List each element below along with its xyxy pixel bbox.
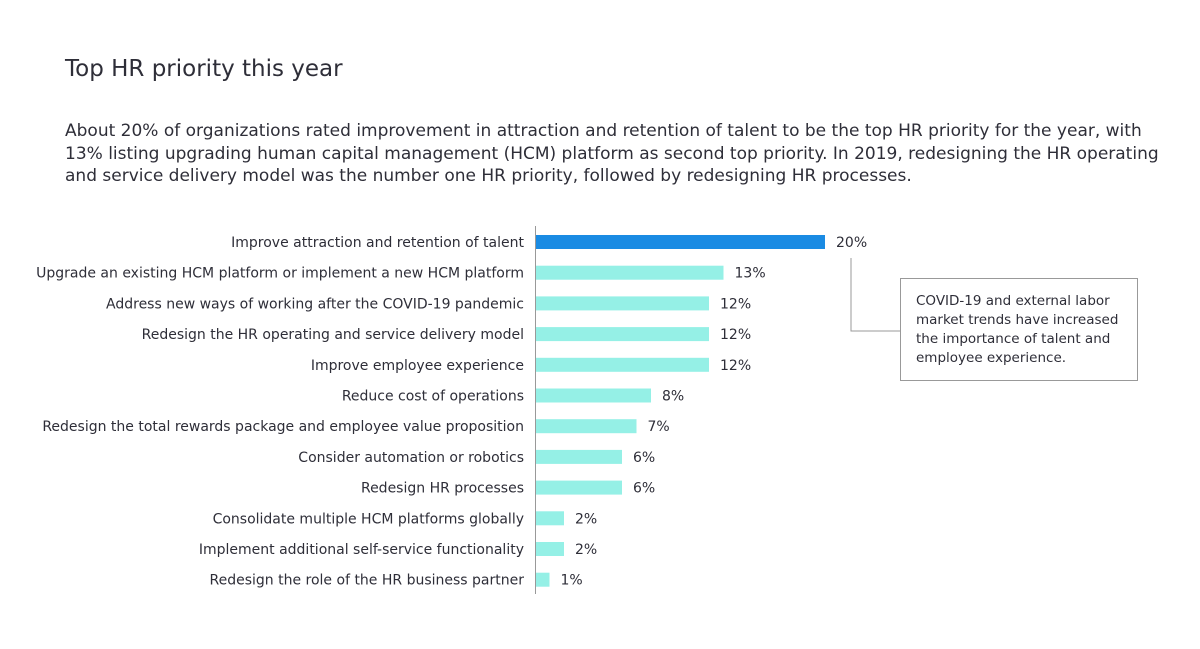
value-label: 20% xyxy=(836,235,867,251)
category-label: Improve attraction and retention of tale… xyxy=(231,235,524,251)
category-label: Upgrade an existing HCM platform or impl… xyxy=(36,266,524,282)
bar xyxy=(535,388,651,403)
bar xyxy=(535,419,637,434)
chart-subtitle: About 20% of organizations rated improve… xyxy=(65,121,1159,186)
category-label: Address new ways of working after the CO… xyxy=(106,296,524,312)
value-label: 2% xyxy=(575,511,597,527)
bar xyxy=(535,296,709,311)
bar xyxy=(535,357,709,372)
category-label: Implement additional self-service functi… xyxy=(199,542,524,558)
value-label: 8% xyxy=(662,389,684,405)
chart-title: Top HR priority this year xyxy=(65,56,343,82)
category-label: Redesign the HR operating and service de… xyxy=(142,327,524,343)
bar xyxy=(535,265,724,280)
category-label: Consider automation or robotics xyxy=(298,450,524,466)
bar xyxy=(535,511,564,526)
value-label: 6% xyxy=(633,450,655,466)
value-label: 12% xyxy=(720,358,751,374)
bar xyxy=(535,327,709,342)
category-label: Reduce cost of operations xyxy=(342,389,524,405)
value-label: 12% xyxy=(720,327,751,343)
bar xyxy=(535,542,564,556)
category-label: Redesign the total rewards package and e… xyxy=(42,419,524,435)
value-label: 1% xyxy=(561,573,583,589)
category-label: Improve employee experience xyxy=(311,358,524,374)
category-label: Redesign HR processes xyxy=(361,481,524,497)
value-label: 6% xyxy=(633,481,655,497)
category-label: Consolidate multiple HCM platforms globa… xyxy=(213,511,524,527)
value-label: 2% xyxy=(575,542,597,558)
value-label: 13% xyxy=(735,266,766,282)
bar xyxy=(535,449,622,464)
bar xyxy=(535,572,550,587)
value-label: 7% xyxy=(648,419,670,435)
annotation-box: COVID-19 and external labor market trend… xyxy=(900,278,1138,381)
annotation-connector xyxy=(850,258,900,332)
bar xyxy=(535,235,825,249)
value-label: 12% xyxy=(720,296,751,312)
bar xyxy=(535,480,622,495)
category-label: Redesign the role of the HR business par… xyxy=(210,573,525,589)
